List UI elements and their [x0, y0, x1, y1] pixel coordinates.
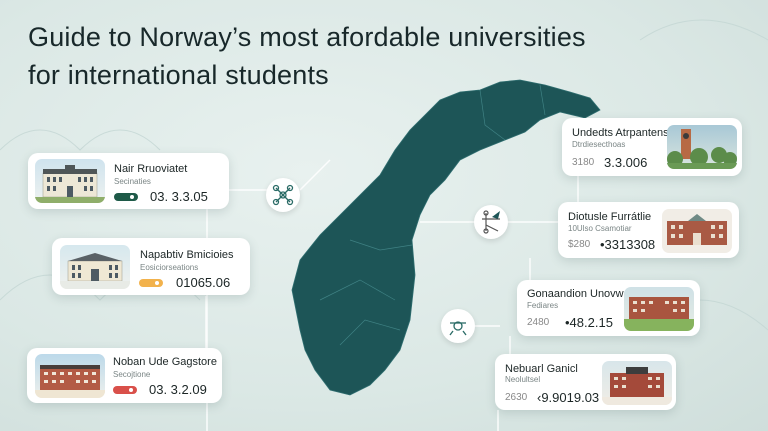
building-image: [35, 354, 105, 398]
status-toggle[interactable]: [113, 386, 137, 394]
university-card[interactable]: Nair Rruoviatet Secinaties 03. 3.3.05: [28, 153, 229, 209]
status-toggle[interactable]: [114, 193, 138, 201]
university-name: Napabtiv Bmicioies: [140, 249, 234, 261]
university-name: Gonaandion Unovwas: [527, 288, 636, 300]
building-image: [662, 209, 732, 253]
university-name: Noban Ude Gagstore: [113, 356, 217, 368]
university-value: ‹9.9019.03: [537, 390, 600, 405]
university-code: 2630: [505, 392, 528, 403]
university-subtitle: Fediares: [527, 301, 559, 310]
university-card[interactable]: Noban Ude Gagstore Secojtione 03. 3.2.09: [27, 348, 222, 403]
drone-icon: [474, 205, 508, 239]
status-toggle[interactable]: [139, 279, 163, 287]
university-subtitle: Neolultsel: [505, 375, 541, 384]
university-subtitle: Secojtione: [113, 370, 151, 379]
university-subtitle: 10Ulso Csamotiar: [568, 224, 632, 233]
building-image: [624, 287, 694, 331]
university-value: 03. 3.2.09: [149, 382, 207, 397]
university-card[interactable]: Napabtiv Bmicioies Eosiciorseations 0106…: [52, 238, 250, 295]
page-title: Guide to Norway’s most afordable univers…: [28, 18, 586, 94]
university-card[interactable]: Nebuarl Ganicl Neolultsel 2630 ‹9.9019.0…: [495, 354, 676, 410]
university-name: Diotusle Furrátlie: [568, 211, 652, 223]
university-value: 03. 3.3.05: [150, 189, 208, 204]
university-value: •3313308: [600, 237, 656, 252]
university-code: 3180: [572, 157, 595, 168]
drone-icon: [441, 309, 475, 343]
university-value: •48.2.15: [565, 315, 613, 330]
university-subtitle: Eosiciorseations: [140, 263, 199, 272]
university-card[interactable]: Undedts Atrpantens Dtrdiesecthoas 3180 3…: [562, 118, 742, 176]
university-name: Undedts Atrpantens: [572, 127, 669, 139]
university-name: Nebuarl Ganicl: [505, 363, 578, 375]
university-subtitle: Dtrdiesecthoas: [572, 140, 626, 149]
title-line-2: for international students: [28, 60, 329, 90]
building-image: [35, 159, 105, 203]
building-image: [602, 361, 672, 405]
university-code: 2480: [527, 317, 550, 328]
title-line-1: Guide to Norway’s most afordable univers…: [28, 22, 586, 52]
drone-icon: [266, 178, 300, 212]
university-value: 01065.06: [176, 275, 231, 290]
university-name: Nair Rruoviatet: [114, 163, 188, 175]
building-image: [667, 125, 737, 169]
building-image: [60, 245, 130, 289]
university-subtitle: Secinaties: [114, 177, 151, 186]
university-code: $280: [568, 239, 591, 250]
university-value: 3.3.006: [604, 155, 648, 170]
university-card[interactable]: Gonaandion Unovwas Fediares 2480 •48.2.1…: [517, 280, 700, 336]
university-card[interactable]: Diotusle Furrátlie 10Ulso Csamotiar $280…: [558, 202, 739, 258]
